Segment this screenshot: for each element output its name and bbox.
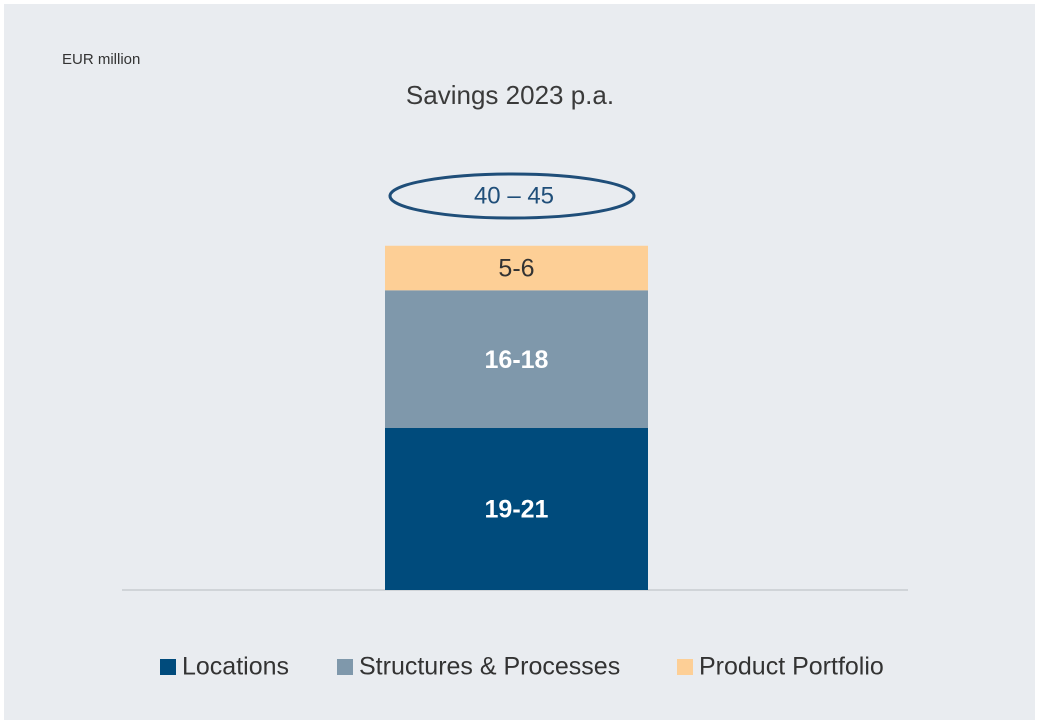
legend-label: Locations <box>182 653 289 681</box>
bar-segment <box>385 428 648 590</box>
bar-segment <box>385 245 648 291</box>
value-label: 19-21 <box>485 496 549 524</box>
legend-label: Structures & Processes <box>359 653 620 681</box>
chart-title: Savings 2023 p.a. <box>406 80 614 110</box>
legend-swatch <box>677 659 693 675</box>
value-label: 5-6 <box>498 255 534 283</box>
total-label: 40 – 45 <box>474 182 554 209</box>
legend-label: Product Portfolio <box>699 653 884 681</box>
unit-label: EUR million <box>62 51 140 68</box>
value-label: 16-18 <box>485 346 549 374</box>
legend-swatch <box>160 659 176 675</box>
bar-segment <box>385 290 648 428</box>
total-ellipse <box>388 172 636 220</box>
legend-swatch <box>337 659 353 675</box>
